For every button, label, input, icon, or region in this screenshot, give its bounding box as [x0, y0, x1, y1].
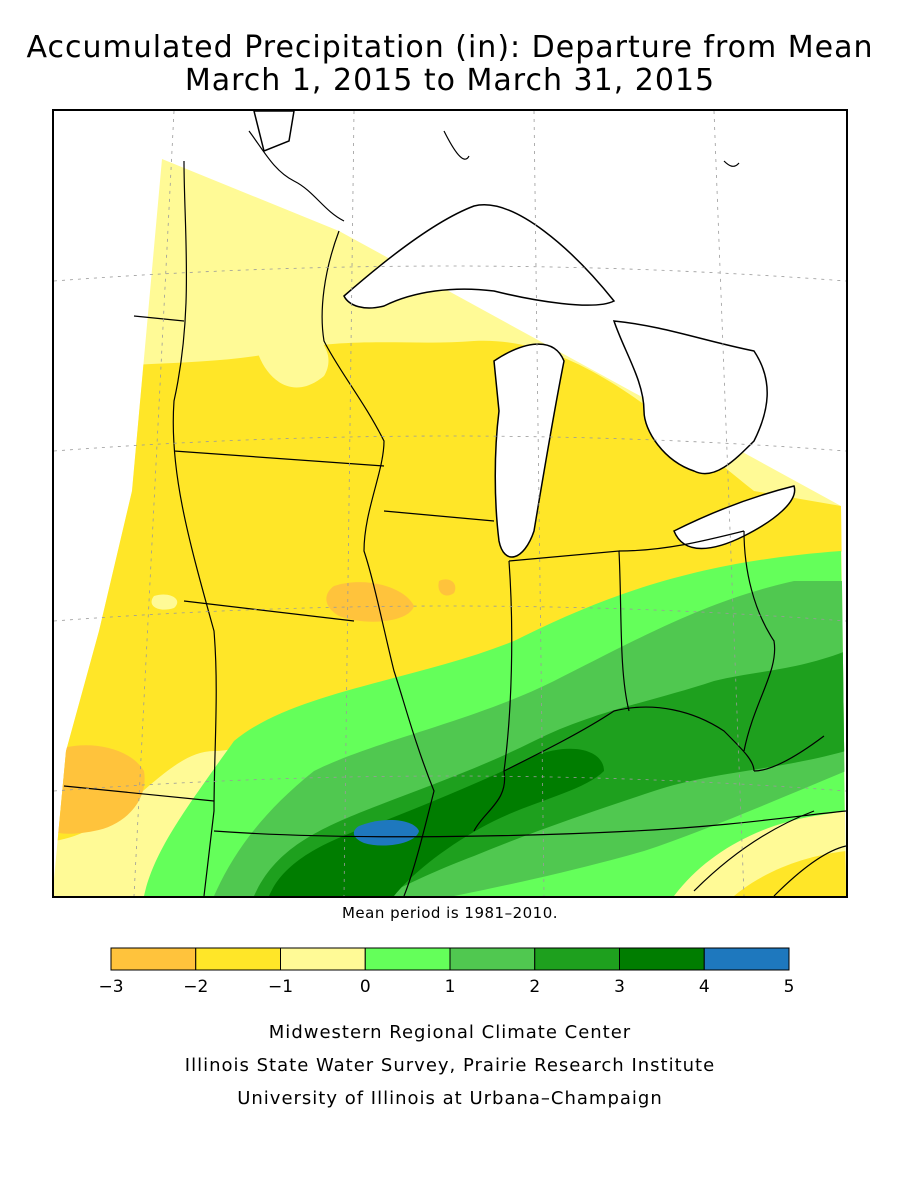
legend-bin: [449, 947, 536, 971]
legend-bin: [534, 947, 620, 971]
contour-4-5: [353, 819, 419, 846]
legend-bin: [280, 947, 366, 971]
legend-tick-label: 1: [445, 977, 456, 997]
legend-tick-label: 5: [784, 977, 795, 997]
legend-bin: [110, 947, 197, 971]
credit-mrcc: Midwestern Regional Climate Center: [268, 1022, 632, 1043]
color-legend: −3 −2 −1 0 1 2 3 4 5: [98, 947, 795, 997]
legend-tick-label: 0: [360, 977, 371, 997]
lake-huron: [612, 320, 768, 475]
credit-isws: Illinois State Water Survey, Prairie Res…: [184, 1055, 716, 1076]
contour-neg1-0-pocket: [151, 594, 178, 610]
credit-uiuc: University of Illinois at Urbana–Champai…: [237, 1088, 663, 1109]
contour-neg2-neg1-southeast: [734, 851, 846, 896]
legend-bin: [619, 947, 705, 971]
graticule: [54, 111, 846, 896]
great-lakes: [253, 111, 796, 558]
canada-shoreline: [248, 130, 740, 222]
legend-tick-label: 2: [529, 977, 540, 997]
lake-michigan: [493, 343, 565, 558]
map-date-range: March 1, 2015 to March 31, 2015: [184, 63, 716, 98]
lake-erie: [673, 485, 796, 550]
legend-tick-label: −1: [268, 977, 293, 997]
map-title: Accumulated Precipitation (in): Departur…: [26, 30, 874, 65]
legend-tick-label: 3: [614, 977, 625, 997]
legend-bin: [364, 947, 451, 971]
legend-tick-label: −3: [98, 977, 123, 997]
legend-tick-label: −2: [183, 977, 208, 997]
legend-bin: [195, 947, 281, 971]
precipitation-departure-map: [52, 109, 848, 898]
legend-tick-label: 4: [699, 977, 710, 997]
lake-nipigon: [253, 111, 295, 153]
contour-neg3-neg2: [438, 579, 456, 596]
legend-bin: [703, 947, 790, 971]
contour-neg1-0-pocket: [257, 321, 329, 388]
state-boundaries: [63, 160, 846, 896]
lake-superior: [343, 204, 616, 309]
mean-period-note: Mean period is 1981–2010.: [341, 904, 559, 922]
map-canvas: [54, 111, 846, 896]
contour-3-4: [269, 748, 604, 896]
